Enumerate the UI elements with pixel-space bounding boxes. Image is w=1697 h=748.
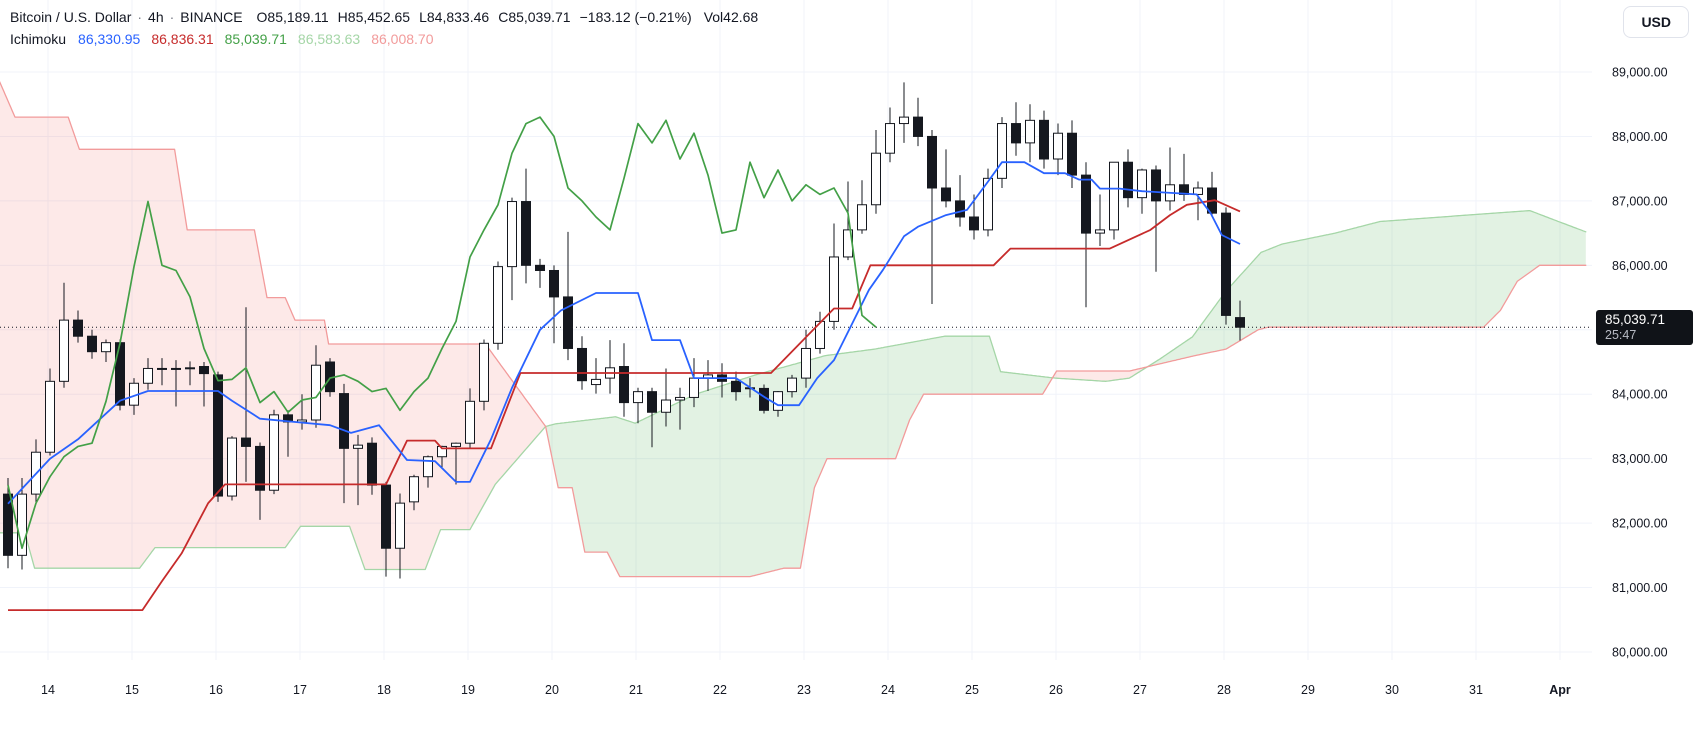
last-price-value: 85,039.71 [1605,312,1666,328]
low-readout: L84,833.46 [419,9,490,25]
time-axis-label: 25 [965,683,979,697]
time-axis-label: 17 [293,683,307,697]
time-axis-label: 26 [1049,683,1063,697]
candlesticks [3,82,1245,579]
kijun-sen-line [8,199,1241,611]
time-axis-label: 28 [1217,683,1231,697]
senkou-b-value: 86,008.70 [371,31,434,47]
senkou-a-line [0,209,1587,571]
last-price-tag: 85,039.71 25:47 [1596,310,1693,346]
time-axis-label: 27 [1133,683,1147,697]
ichimoku-lines [7,116,1241,611]
volume-readout: Vol42.68 [703,9,759,25]
close-readout: C85,039.71 [498,9,571,25]
price-axis-label: 83,000.00 [1612,452,1668,466]
symbol-title[interactable]: Bitcoin / U.S. Dollar [10,9,132,25]
price-axis-label: 82,000.00 [1612,517,1668,531]
time-axis-label: 19 [461,683,475,697]
price-axis-label: 88,000.00 [1612,130,1668,144]
time-axis-label: 24 [881,683,895,697]
price-axis-label: 80,000.00 [1612,645,1668,659]
price-axis-label: 89,000.00 [1612,66,1668,80]
high-readout: H85,452.65 [337,9,411,25]
change-readout: −183.12 (−0.21%) [579,9,692,25]
time-axis-label: 15 [125,683,139,697]
currency-toggle-button[interactable]: USD [1623,6,1689,38]
indicator-name[interactable]: Ichimoku [10,31,67,47]
kijun-value: 86,836.31 [151,31,214,47]
time-axis-label: 14 [41,683,55,697]
time-axis-label: 30 [1385,683,1399,697]
time-axis-label: 20 [545,683,559,697]
separator: · [169,9,175,25]
chart-legend: Bitcoin / U.S. Dollar · 4h · BINANCE O85,189… [10,6,758,50]
chikou-value: 85,039.71 [224,31,287,47]
price-axis-label: 81,000.00 [1612,581,1668,595]
price-axis-label: 86,000.00 [1612,259,1668,273]
indicator-row[interactable]: Ichimoku 86,330.95 86,836.31 85,039.71 8… [10,28,758,50]
tenkan-sen-line [7,161,1241,505]
time-axis-label: 18 [377,683,391,697]
price-axis-label: 84,000.00 [1612,388,1668,402]
interval-label[interactable]: 4h [148,9,164,25]
time-axis-label: 21 [629,683,643,697]
time-axis-label: 22 [713,683,727,697]
time-axis-label: Apr [1549,683,1571,697]
bar-countdown: 25:47 [1605,328,1637,343]
chikou-span-line [7,116,877,550]
price-axis-label: 87,000.00 [1612,194,1668,208]
ohlc-readout: O85,189.11 H85,452.65 L84,833.46 C85,039… [257,6,759,28]
ichimoku-cloud [0,80,1587,578]
exchange-label[interactable]: BINANCE [180,9,243,25]
symbol-row[interactable]: Bitcoin / U.S. Dollar · 4h · BINANCE O85,189… [10,6,758,28]
time-axis-label: 23 [797,683,811,697]
price-axis-labels: 89,000.0088,000.0087,000.0086,000.0085,0… [1612,66,1668,660]
separator: · [137,9,143,25]
senkou-a-value: 86,583.63 [297,31,361,47]
indicator-values: 86,330.95 86,836.31 85,039.71 86,583.63 … [78,28,444,50]
time-axis-labels: 14 15 16 17 18 19 20 21 22 23 24 25 26 27 28 29 30 31 Apr [41,683,1571,697]
time-axis-label: 16 [209,683,223,697]
time-axis-label: 31 [1469,683,1483,697]
tenkan-value: 86,330.95 [78,31,141,47]
grid-lines [0,0,1592,660]
time-axis-label: 29 [1301,683,1315,697]
open-readout: O85,189.11 [256,9,329,25]
